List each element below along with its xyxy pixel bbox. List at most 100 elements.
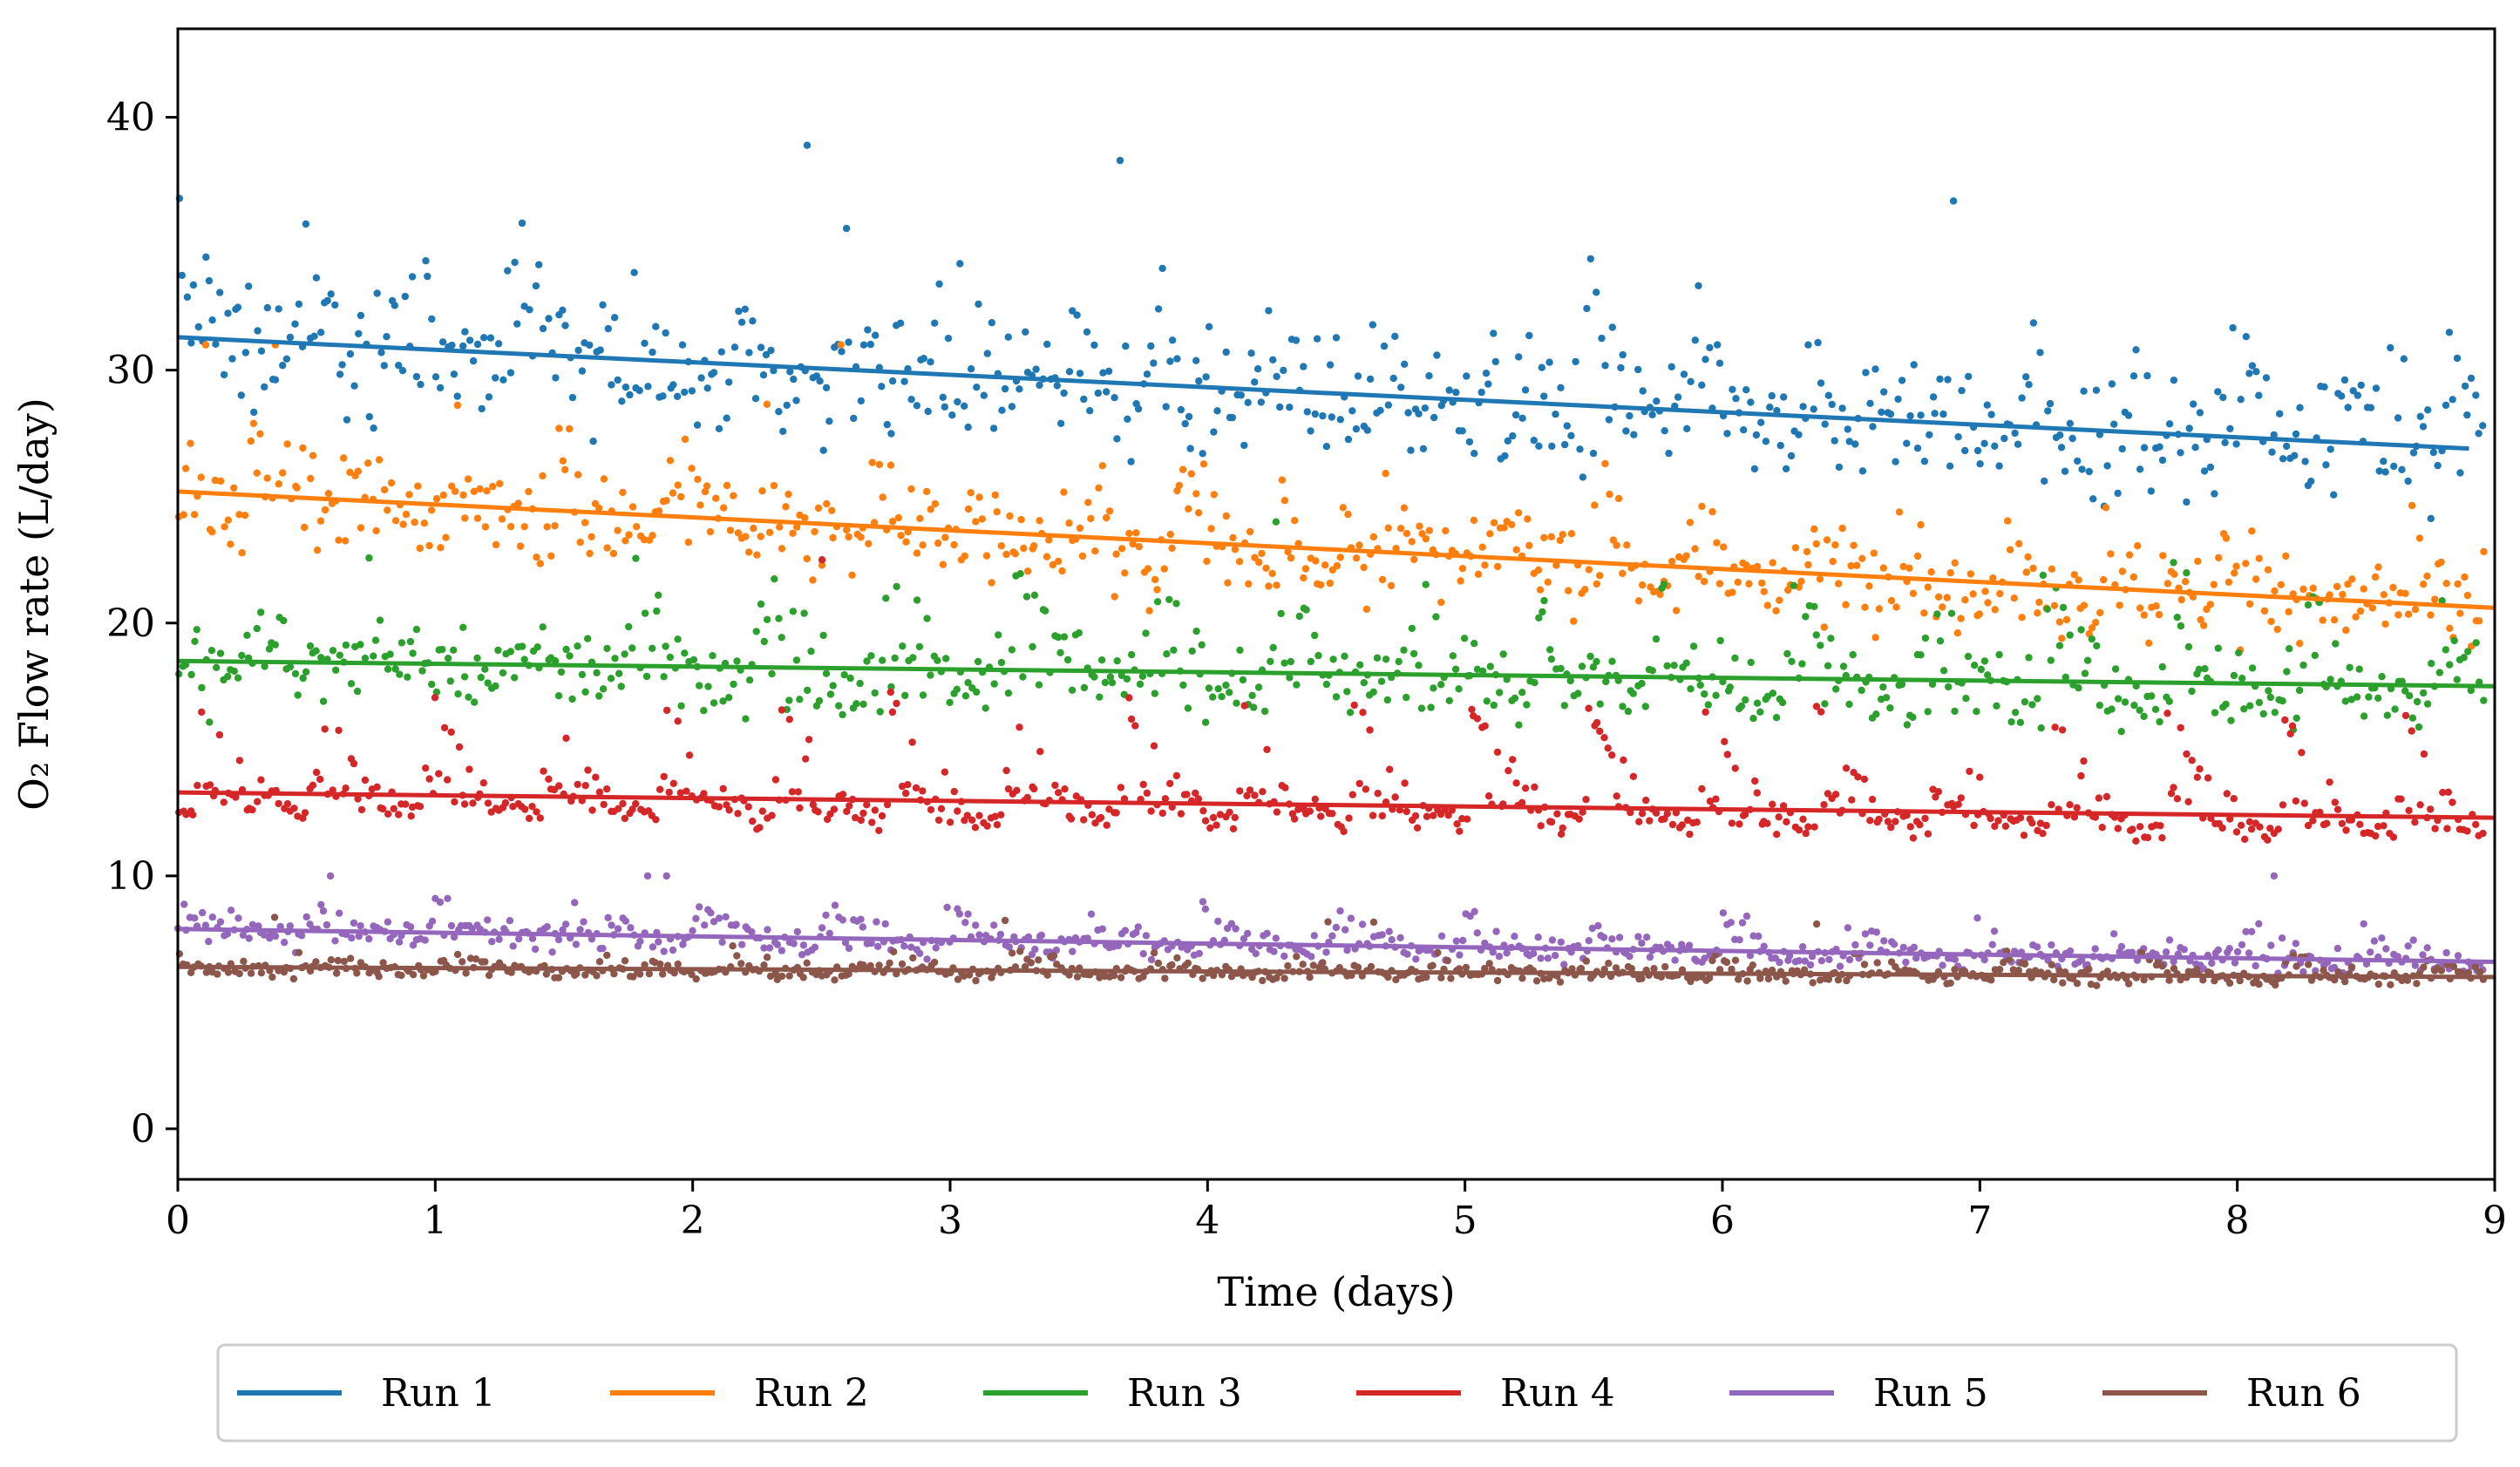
data-point [908,738,916,746]
data-point [2252,961,2259,970]
data-point [1593,718,1601,727]
data-point [2360,712,2368,720]
data-point [1559,824,1566,832]
data-point [2140,611,2148,619]
data-point [492,540,500,549]
data-point [1946,569,1954,577]
data-point [2476,968,2484,976]
data-point [2208,959,2216,968]
data-point [656,960,664,968]
data-point [309,781,317,789]
data-point [1668,820,1677,829]
data-point [1309,961,1318,969]
data-point [1849,650,1857,659]
data-point [1808,953,1817,961]
data-point [1691,545,1699,553]
data-point [2145,639,2153,647]
data-point [2387,343,2394,352]
data-point [1194,795,1203,803]
data-point [852,700,860,708]
data-point [643,872,652,880]
data-point [1284,547,1292,556]
data-point [948,411,956,419]
data-point [1117,974,1125,981]
data-point [1481,722,1489,730]
data-point [1222,512,1231,520]
data-point [180,511,187,519]
data-point [1509,756,1517,764]
data-point [1286,674,1294,682]
data-point [978,515,987,523]
data-point [2242,560,2250,567]
data-point [324,490,333,498]
data-point [347,680,356,688]
data-point [1144,565,1152,573]
data-point [1151,575,1159,584]
data-point [312,647,320,655]
data-point [387,479,396,487]
data-point [581,688,589,696]
data-point [709,652,717,660]
data-point [428,315,436,323]
data-point [2177,449,2184,457]
data-point [1378,812,1387,820]
data-point [679,941,687,948]
data-point [1951,707,1959,716]
data-point [261,662,268,670]
data-point [1377,677,1386,685]
data-point [250,408,258,417]
data-point [1117,671,1126,680]
data-point [694,475,702,484]
data-point [701,921,709,929]
data-point [1355,541,1363,549]
data-point [1229,533,1237,542]
data-point [843,526,851,534]
data-point [775,615,783,622]
data-point [595,692,603,700]
data-point [2093,981,2101,989]
data-point [1132,928,1140,937]
data-point [488,938,496,946]
data-point [507,968,515,976]
data-point [237,391,245,399]
data-point [1995,650,2003,659]
data-point [1236,787,1244,795]
data-point [447,921,456,930]
data-point [2279,455,2287,463]
data-point [1097,813,1105,822]
data-point [1188,647,1196,655]
legend-item-run-1: Run 1 [237,1371,496,1416]
x-tick-label: 3 [938,1199,962,1243]
data-point [1117,784,1125,791]
data-point [1912,954,1920,962]
data-point [484,679,492,687]
data-point [338,361,346,369]
data-point [1489,948,1498,956]
data-point [295,948,303,957]
data-point [1854,773,1862,781]
x-tick-label: 5 [1453,1199,1477,1243]
data-point [971,824,980,832]
data-point [1973,446,1982,455]
data-point [961,552,969,560]
data-point [1194,509,1203,517]
data-point [286,922,294,930]
data-point [649,348,656,357]
data-point [757,600,765,608]
data-point [1619,350,1627,359]
data-point [1809,979,1817,987]
data-point [235,969,243,978]
data-point [1036,381,1043,390]
data-point [2333,805,2342,813]
data-point [215,730,224,739]
data-point [329,647,337,655]
data-point [461,328,469,336]
data-point [1175,481,1184,490]
data-point [1715,580,1724,587]
data-point [701,487,710,496]
data-point [1816,575,1824,583]
data-point [2193,773,2201,781]
data-point [2464,968,2473,976]
data-point [840,671,848,679]
data-point [893,699,900,708]
